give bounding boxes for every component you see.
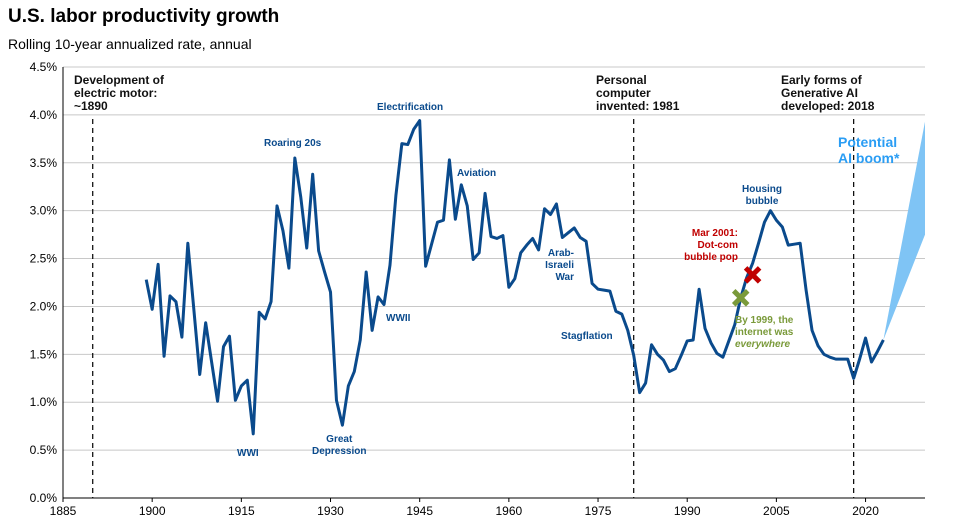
annotation-housing-bubble: Housing bubble xyxy=(742,184,782,207)
chart-title: U.S. labor productivity growth xyxy=(8,6,280,27)
x-tick-label: 1945 xyxy=(406,504,433,518)
y-tick-label: 1.0% xyxy=(30,395,58,409)
event-label-pc: Personal computer invented: 1981 xyxy=(596,73,680,113)
y-tick-label: 4.0% xyxy=(30,108,58,122)
y-tick-label: 1.5% xyxy=(30,347,58,361)
internet-marker xyxy=(731,289,750,307)
annotation-ai-boom: Potential AI boom* xyxy=(838,134,900,166)
x-tick-label: 2005 xyxy=(763,504,790,518)
annotation-internet: By 1999, the internet was everywhere xyxy=(735,315,794,350)
x-tick-label: 1960 xyxy=(496,504,523,518)
annotation-electrification: Electrification xyxy=(377,102,444,113)
y-tick-label: 0.0% xyxy=(30,491,58,505)
marker-stroke xyxy=(731,289,750,307)
marker-stroke xyxy=(743,266,762,284)
chart-subtitle: Rolling 10-year annualized rate, annual xyxy=(8,36,252,52)
dotcom-marker xyxy=(743,266,762,284)
x-tick-label: 1900 xyxy=(139,504,166,518)
annotation-wwi: WWI xyxy=(237,448,259,459)
x-tick-label: 1885 xyxy=(50,504,77,518)
y-tick-label: 3.5% xyxy=(30,156,58,170)
annotation-stagflation: Stagflation xyxy=(561,331,613,342)
y-tick-label: 2.5% xyxy=(30,252,58,266)
event-label-genai: Early forms of Generative AI developed: … xyxy=(781,73,875,113)
y-tick-label: 2.0% xyxy=(30,299,58,313)
annotation-great-depression: Great Depression xyxy=(312,434,367,457)
x-tick-label: 1975 xyxy=(585,504,612,518)
annotation-dotcom: Mar 2001: Dot-com bubble pop xyxy=(684,228,738,263)
annotation-roaring-20s: Roaring 20s xyxy=(264,138,322,149)
annotation-arab-israeli-war: Arab- Israeli War xyxy=(545,248,574,283)
x-tick-label: 1990 xyxy=(674,504,701,518)
x-tick-label: 2020 xyxy=(852,504,879,518)
y-tick-label: 3.0% xyxy=(30,204,58,218)
x-tick-label: 1930 xyxy=(317,504,344,518)
annotation-wwii: WWII xyxy=(386,313,411,324)
annotation-aviation: Aviation xyxy=(457,168,497,179)
productivity-line xyxy=(144,119,885,436)
x-tick-label: 1915 xyxy=(228,504,255,518)
y-tick-label: 4.5% xyxy=(30,60,58,74)
event-label-electric-motor: Development of electric motor: ~1890 xyxy=(74,73,165,113)
ai-boom-band xyxy=(883,121,925,340)
y-tick-label: 0.5% xyxy=(30,443,58,457)
